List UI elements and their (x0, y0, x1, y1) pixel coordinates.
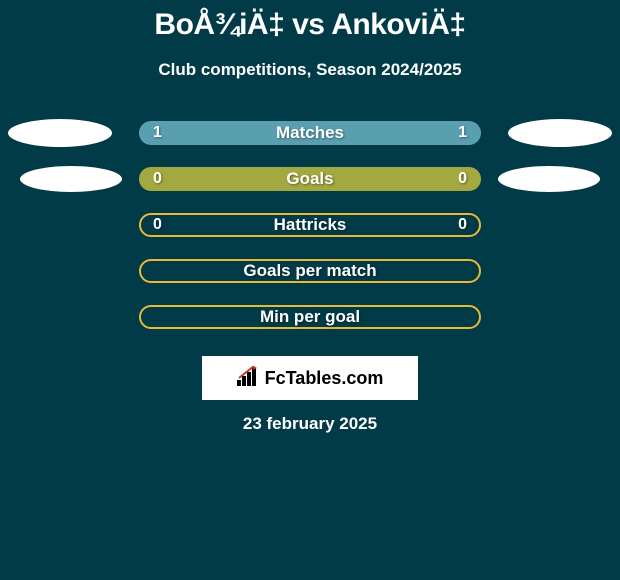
stat-value-left: 0 (153, 170, 162, 188)
stat-ellipse-left (20, 166, 122, 192)
stat-bar: Goals 0 0 (139, 167, 481, 191)
stat-row: Min per goal (0, 302, 620, 332)
logo-text: FcTables.com (265, 368, 384, 389)
stat-row: Matches 1 1 (0, 118, 620, 148)
stat-ellipse-right (498, 166, 600, 192)
page-subtitle: Club competitions, Season 2024/2025 (158, 60, 461, 80)
stat-bar: Matches 1 1 (139, 121, 481, 145)
stat-value-left: 1 (153, 124, 162, 142)
stat-bar: Hattricks 0 0 (139, 213, 481, 237)
stat-value-left: 0 (153, 216, 162, 234)
stat-value-right: 1 (458, 124, 467, 142)
stat-row: Goals per match (0, 256, 620, 286)
stat-bar: Goals per match (139, 259, 481, 283)
stat-label: Goals (286, 169, 333, 189)
chart-icon (237, 366, 261, 391)
stat-ellipse-left (8, 119, 112, 147)
stat-value-right: 0 (458, 216, 467, 234)
stat-label: Hattricks (274, 215, 347, 235)
stat-label: Matches (276, 123, 344, 143)
date-text: 23 february 2025 (243, 414, 377, 434)
stat-row: Goals 0 0 (0, 164, 620, 194)
stat-label: Goals per match (243, 261, 376, 281)
fctables-logo[interactable]: FcTables.com (202, 356, 418, 400)
stat-ellipse-right (508, 119, 612, 147)
stat-value-right: 0 (458, 170, 467, 188)
stat-bar: Min per goal (139, 305, 481, 329)
page-title: BoÅ¾iÄ‡ vs AnkoviÄ‡ (154, 8, 465, 42)
stat-row: Hattricks 0 0 (0, 210, 620, 240)
stat-label: Min per goal (260, 307, 360, 327)
